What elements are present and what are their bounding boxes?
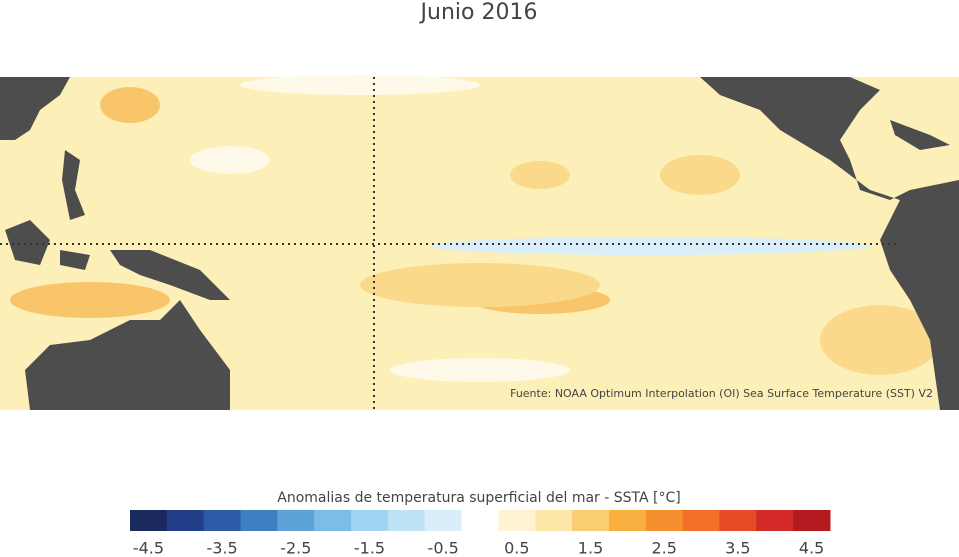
colorbar-cell	[498, 510, 536, 531]
anomaly	[430, 237, 870, 255]
anomaly	[390, 358, 570, 382]
colorbar-tick-label: -1.5	[354, 539, 385, 557]
colorbar-tick-label: 1.5	[578, 539, 603, 557]
colorbar-cell	[130, 510, 168, 531]
colorbar-label: Anomalias de temperatura superficial del…	[277, 490, 680, 506]
colorbar-cell	[277, 510, 315, 531]
colorbar-cell	[645, 510, 684, 531]
anomaly	[190, 146, 270, 174]
colorbar: -4.5 -3.5 -2.5 -1.5 -0.5 0.5 1.5 2.5 3.5 4.5	[130, 510, 831, 557]
colorbar-tick-label: -2.5	[280, 539, 311, 557]
anomaly	[820, 305, 940, 375]
colorbar-cell	[387, 510, 426, 531]
colorbar-cell	[682, 510, 720, 531]
colorbar-cell	[572, 510, 610, 531]
colorbar-cell	[793, 510, 831, 531]
colorbar-cell	[240, 510, 278, 531]
colorbar-tick-label: 3.5	[725, 539, 750, 557]
anomaly	[660, 155, 740, 195]
colorbar-cell	[424, 510, 463, 531]
anomaly	[510, 161, 570, 189]
title: Junio 2016	[419, 0, 538, 25]
colorbar-tick-label: 0.5	[504, 539, 529, 557]
colorbar-cell	[608, 510, 647, 531]
colorbar-cell	[314, 510, 352, 531]
colorbar-tick-label: 2.5	[651, 539, 676, 557]
anomaly	[100, 87, 160, 123]
colorbar-cell	[756, 510, 794, 531]
colorbar-cell	[166, 510, 205, 531]
anomaly	[240, 75, 480, 95]
colorbar-tick-label: 4.5	[799, 539, 824, 557]
colorbar-cell	[203, 510, 242, 531]
anomaly	[360, 263, 600, 307]
colorbar-cell	[351, 510, 389, 531]
colorbar-tick-label: -0.5	[428, 539, 459, 557]
land	[0, 77, 959, 410]
colorbar-cell	[719, 510, 757, 531]
colorbar-tick-label: -4.5	[133, 539, 164, 557]
map: Fuente: NOAA Optimum Interpolation (OI) …	[0, 75, 959, 410]
colorbar-cell	[461, 510, 499, 531]
source: Fuente: NOAA Optimum Interpolation (OI) …	[510, 387, 933, 400]
anomaly	[10, 282, 170, 318]
colorbar-tick-label: -3.5	[206, 539, 237, 557]
colorbar-cell	[535, 510, 573, 531]
